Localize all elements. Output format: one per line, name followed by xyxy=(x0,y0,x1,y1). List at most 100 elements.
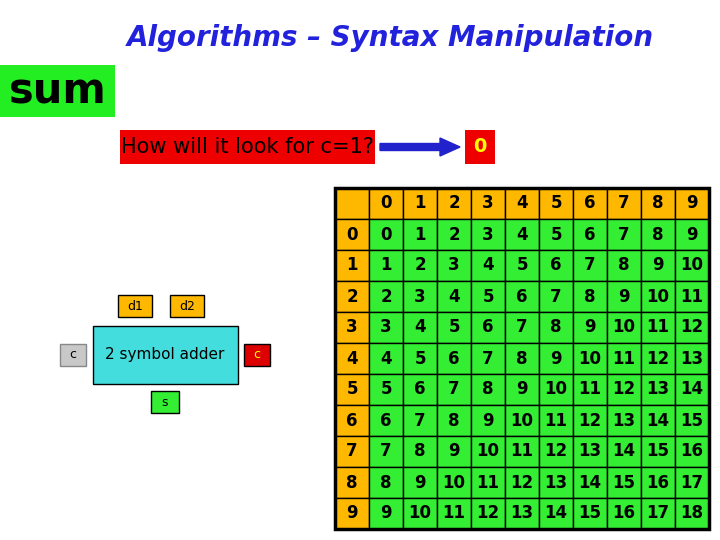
Text: 13: 13 xyxy=(680,349,703,368)
FancyBboxPatch shape xyxy=(369,219,403,250)
FancyBboxPatch shape xyxy=(369,498,403,529)
FancyBboxPatch shape xyxy=(675,467,709,498)
FancyBboxPatch shape xyxy=(335,281,369,312)
Text: 8: 8 xyxy=(380,474,392,491)
Text: 11: 11 xyxy=(647,319,670,336)
FancyBboxPatch shape xyxy=(437,250,471,281)
FancyBboxPatch shape xyxy=(505,436,539,467)
FancyBboxPatch shape xyxy=(607,312,641,343)
FancyBboxPatch shape xyxy=(335,188,369,219)
FancyBboxPatch shape xyxy=(403,219,437,250)
FancyBboxPatch shape xyxy=(437,219,471,250)
FancyBboxPatch shape xyxy=(437,498,471,529)
Text: 11: 11 xyxy=(578,381,601,399)
FancyBboxPatch shape xyxy=(471,498,505,529)
Text: 11: 11 xyxy=(544,411,567,429)
FancyBboxPatch shape xyxy=(403,467,437,498)
Text: s: s xyxy=(162,395,168,408)
FancyBboxPatch shape xyxy=(471,467,505,498)
FancyBboxPatch shape xyxy=(539,188,573,219)
Text: 2 symbol adder: 2 symbol adder xyxy=(105,348,225,362)
Text: 8: 8 xyxy=(550,319,562,336)
Text: 10: 10 xyxy=(680,256,703,274)
Text: 9: 9 xyxy=(414,474,426,491)
FancyBboxPatch shape xyxy=(437,436,471,467)
Text: 14: 14 xyxy=(680,381,703,399)
FancyBboxPatch shape xyxy=(539,374,573,405)
Text: 7: 7 xyxy=(380,442,392,461)
Text: 8: 8 xyxy=(482,381,494,399)
Text: sum: sum xyxy=(9,70,107,112)
Text: 4: 4 xyxy=(482,256,494,274)
Text: 10: 10 xyxy=(578,349,601,368)
FancyBboxPatch shape xyxy=(335,374,369,405)
FancyBboxPatch shape xyxy=(675,343,709,374)
Text: c: c xyxy=(70,348,76,361)
Text: 7: 7 xyxy=(618,226,630,244)
Text: 13: 13 xyxy=(647,381,670,399)
FancyBboxPatch shape xyxy=(573,219,607,250)
FancyBboxPatch shape xyxy=(573,467,607,498)
FancyBboxPatch shape xyxy=(471,374,505,405)
FancyBboxPatch shape xyxy=(607,219,641,250)
FancyBboxPatch shape xyxy=(60,344,86,366)
Text: 5: 5 xyxy=(380,381,392,399)
FancyBboxPatch shape xyxy=(437,405,471,436)
FancyBboxPatch shape xyxy=(675,312,709,343)
FancyBboxPatch shape xyxy=(641,405,675,436)
FancyBboxPatch shape xyxy=(573,374,607,405)
FancyBboxPatch shape xyxy=(607,436,641,467)
FancyBboxPatch shape xyxy=(641,250,675,281)
Text: 7: 7 xyxy=(482,349,494,368)
Text: 2: 2 xyxy=(448,194,460,213)
FancyBboxPatch shape xyxy=(403,250,437,281)
Text: 8: 8 xyxy=(516,349,528,368)
Text: 9: 9 xyxy=(346,504,358,523)
FancyBboxPatch shape xyxy=(369,343,403,374)
FancyBboxPatch shape xyxy=(505,281,539,312)
FancyBboxPatch shape xyxy=(118,295,152,317)
Text: 1: 1 xyxy=(346,256,358,274)
Text: 5: 5 xyxy=(449,319,460,336)
Text: 13: 13 xyxy=(578,442,602,461)
FancyBboxPatch shape xyxy=(573,188,607,219)
Text: 16: 16 xyxy=(680,442,703,461)
FancyBboxPatch shape xyxy=(539,312,573,343)
Text: 9: 9 xyxy=(686,194,698,213)
Text: 0: 0 xyxy=(346,226,358,244)
Text: 15: 15 xyxy=(680,411,703,429)
Text: 5: 5 xyxy=(482,287,494,306)
FancyBboxPatch shape xyxy=(675,250,709,281)
FancyBboxPatch shape xyxy=(437,281,471,312)
FancyBboxPatch shape xyxy=(607,343,641,374)
Text: 11: 11 xyxy=(680,287,703,306)
FancyBboxPatch shape xyxy=(641,343,675,374)
Text: 4: 4 xyxy=(380,349,392,368)
FancyBboxPatch shape xyxy=(369,436,403,467)
FancyBboxPatch shape xyxy=(539,343,573,374)
Text: 3: 3 xyxy=(482,194,494,213)
Text: 16: 16 xyxy=(647,474,670,491)
FancyBboxPatch shape xyxy=(471,405,505,436)
Text: 0: 0 xyxy=(380,194,392,213)
FancyBboxPatch shape xyxy=(505,312,539,343)
Text: 15: 15 xyxy=(613,474,636,491)
FancyBboxPatch shape xyxy=(505,250,539,281)
Text: 8: 8 xyxy=(652,194,664,213)
Text: 9: 9 xyxy=(584,319,596,336)
FancyBboxPatch shape xyxy=(641,188,675,219)
FancyBboxPatch shape xyxy=(505,498,539,529)
FancyBboxPatch shape xyxy=(465,130,495,164)
FancyBboxPatch shape xyxy=(403,312,437,343)
FancyBboxPatch shape xyxy=(369,467,403,498)
FancyBboxPatch shape xyxy=(641,498,675,529)
FancyBboxPatch shape xyxy=(505,343,539,374)
FancyBboxPatch shape xyxy=(573,436,607,467)
Text: 8: 8 xyxy=(584,287,595,306)
Text: 7: 7 xyxy=(618,194,630,213)
FancyBboxPatch shape xyxy=(539,250,573,281)
FancyBboxPatch shape xyxy=(403,498,437,529)
Text: 12: 12 xyxy=(680,319,703,336)
Text: 14: 14 xyxy=(613,442,636,461)
FancyBboxPatch shape xyxy=(335,436,369,467)
